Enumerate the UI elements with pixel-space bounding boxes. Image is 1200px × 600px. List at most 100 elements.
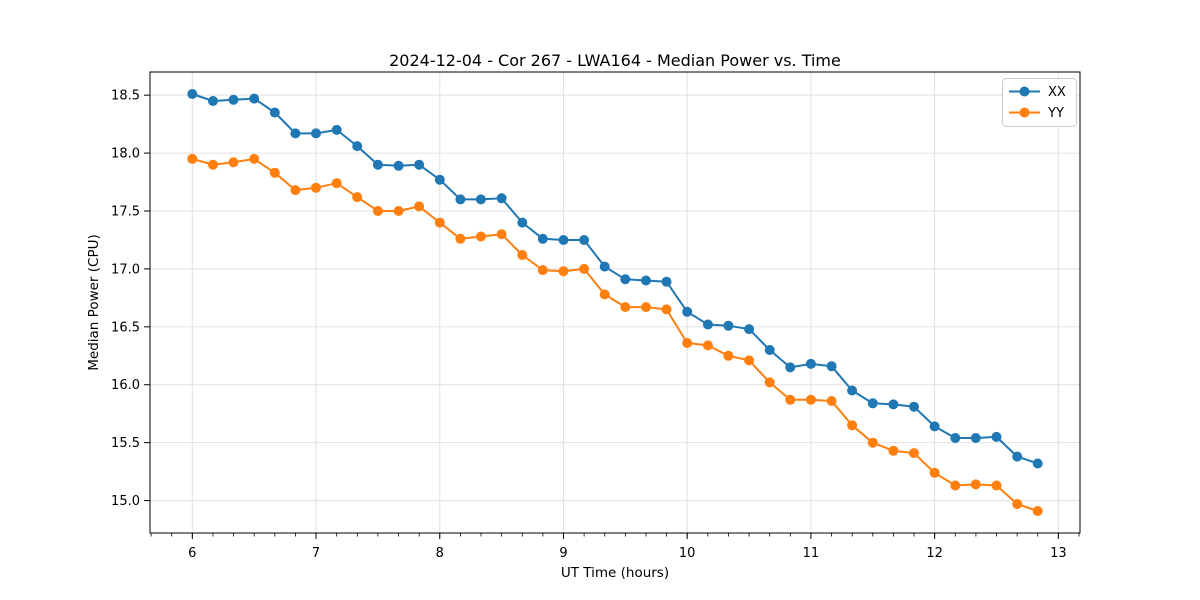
- legend: XX YY: [1002, 78, 1077, 127]
- series-XX-marker: [558, 235, 569, 245]
- series-XX-marker: [517, 217, 528, 228]
- series-YY-marker: [744, 355, 755, 366]
- x-tick-label: 11: [803, 546, 820, 561]
- series-XX-marker: [455, 194, 466, 205]
- series-XX-marker: [331, 124, 342, 135]
- series-XX-marker: [290, 128, 301, 139]
- series-XX-marker: [909, 401, 919, 412]
- legend-label-yy: YY: [1047, 106, 1064, 121]
- series-XX-marker: [393, 160, 404, 171]
- series-XX-marker: [311, 128, 321, 139]
- chart-title: 2024-12-04 - Cor 267 - LWA164 - Median P…: [389, 51, 841, 70]
- y-tick-label: 15.5: [111, 436, 140, 451]
- series-XX-marker: [579, 235, 590, 245]
- series-YY-marker: [599, 289, 610, 300]
- series-XX-marker: [744, 324, 755, 335]
- series-YY-marker: [1032, 506, 1043, 516]
- series-XX-marker: [269, 107, 280, 118]
- series-XX-marker: [537, 233, 548, 244]
- series-YY-marker: [455, 233, 466, 244]
- series-YY-marker: [496, 229, 507, 240]
- series-YY-marker: [620, 302, 631, 313]
- x-tick-label: 8: [436, 546, 444, 561]
- series-YY-marker: [558, 266, 569, 277]
- series-XX-marker: [414, 159, 425, 170]
- x-tick-label: 7: [312, 546, 320, 561]
- series-XX-marker: [950, 433, 961, 443]
- series-YY-marker: [290, 185, 301, 196]
- legend-sample-marker-xx: [1019, 86, 1030, 97]
- legend-label-xx: XX: [1048, 85, 1066, 100]
- x-tick-label: 13: [1050, 546, 1067, 561]
- series-YY-marker: [723, 350, 734, 361]
- series-YY-marker: [434, 217, 445, 228]
- series-YY-marker: [867, 437, 878, 448]
- series-YY-marker: [372, 206, 383, 216]
- series-YY-marker: [331, 178, 342, 189]
- series-YY-marker: [269, 167, 280, 178]
- series-YY-marker: [352, 192, 363, 203]
- series-YY-marker: [475, 231, 486, 242]
- y-tick-label: 16.5: [111, 320, 140, 335]
- series-XX-marker: [991, 431, 1002, 442]
- series-YY-marker: [826, 396, 837, 406]
- series-YY-marker: [228, 157, 239, 168]
- legend-sample-marker-yy: [1019, 107, 1030, 118]
- series-XX-marker: [620, 274, 631, 285]
- series-YY-marker: [1012, 499, 1023, 509]
- series-YY-marker: [537, 265, 548, 276]
- series-XX-marker: [826, 361, 837, 372]
- series-XX-marker: [1012, 451, 1023, 462]
- series-XX-marker: [764, 345, 775, 355]
- series-XX-marker: [249, 93, 260, 104]
- series-YY-marker: [579, 263, 590, 274]
- series-YY-marker: [414, 201, 425, 212]
- plot-area: 6 7 8 9 10 11 12 13 15.0 15.5 16.0 16.5 17.0 17.5 18.0…: [111, 72, 1080, 561]
- y-tick-label: 15.0: [111, 494, 140, 509]
- series-YY-marker: [929, 467, 940, 478]
- series-XX-marker: [228, 94, 239, 105]
- series-YY-marker: [991, 480, 1002, 491]
- series-YY-marker: [950, 480, 961, 491]
- series-YY-marker: [208, 159, 218, 170]
- series-YY-marker: [517, 250, 528, 260]
- series-YY-line: [192, 157, 1039, 512]
- x-tick-label: 12: [926, 546, 943, 561]
- series-XX-marker: [970, 433, 981, 443]
- y-axis-label: Median Power (CPU): [86, 234, 102, 370]
- series-XX-marker: [475, 194, 486, 205]
- series-XX-marker: [805, 358, 816, 369]
- y-tick-label: 18.0: [111, 147, 140, 162]
- series-XX-marker: [208, 96, 218, 106]
- series-XX-marker: [434, 174, 445, 185]
- x-axis-label: UT Time (hours): [561, 565, 669, 581]
- series-XX-marker: [702, 319, 713, 330]
- series-YY-marker: [805, 394, 816, 405]
- series-YY-marker: [764, 377, 775, 388]
- x-tick-label: 6: [188, 546, 196, 561]
- series-YY-marker: [847, 420, 858, 431]
- series-YY-marker: [888, 445, 899, 456]
- series-XX-marker: [847, 385, 858, 396]
- series-XX-marker: [867, 398, 878, 409]
- series-YY-marker: [393, 206, 404, 216]
- series-XX-marker: [372, 159, 383, 170]
- series-XX-marker: [1032, 458, 1043, 469]
- series-YY-marker: [187, 153, 198, 164]
- y-tick-label: 18.5: [111, 89, 140, 104]
- axes-spines: [149, 71, 1081, 534]
- series-XX-marker: [187, 89, 198, 99]
- series-XX-marker: [352, 141, 363, 152]
- series-YY-marker: [249, 153, 260, 164]
- x-tick-label: 10: [679, 546, 696, 561]
- series-XX-marker: [888, 399, 899, 410]
- series-XX-marker: [599, 261, 610, 272]
- series-XX-marker: [661, 276, 672, 287]
- series-XX-marker: [682, 306, 693, 317]
- series-XX-marker: [785, 362, 796, 373]
- y-tick-label: 17.0: [111, 262, 140, 277]
- series-YY-marker: [785, 394, 796, 405]
- series-XX-marker: [496, 193, 507, 204]
- y-tick-label: 16.0: [111, 378, 140, 393]
